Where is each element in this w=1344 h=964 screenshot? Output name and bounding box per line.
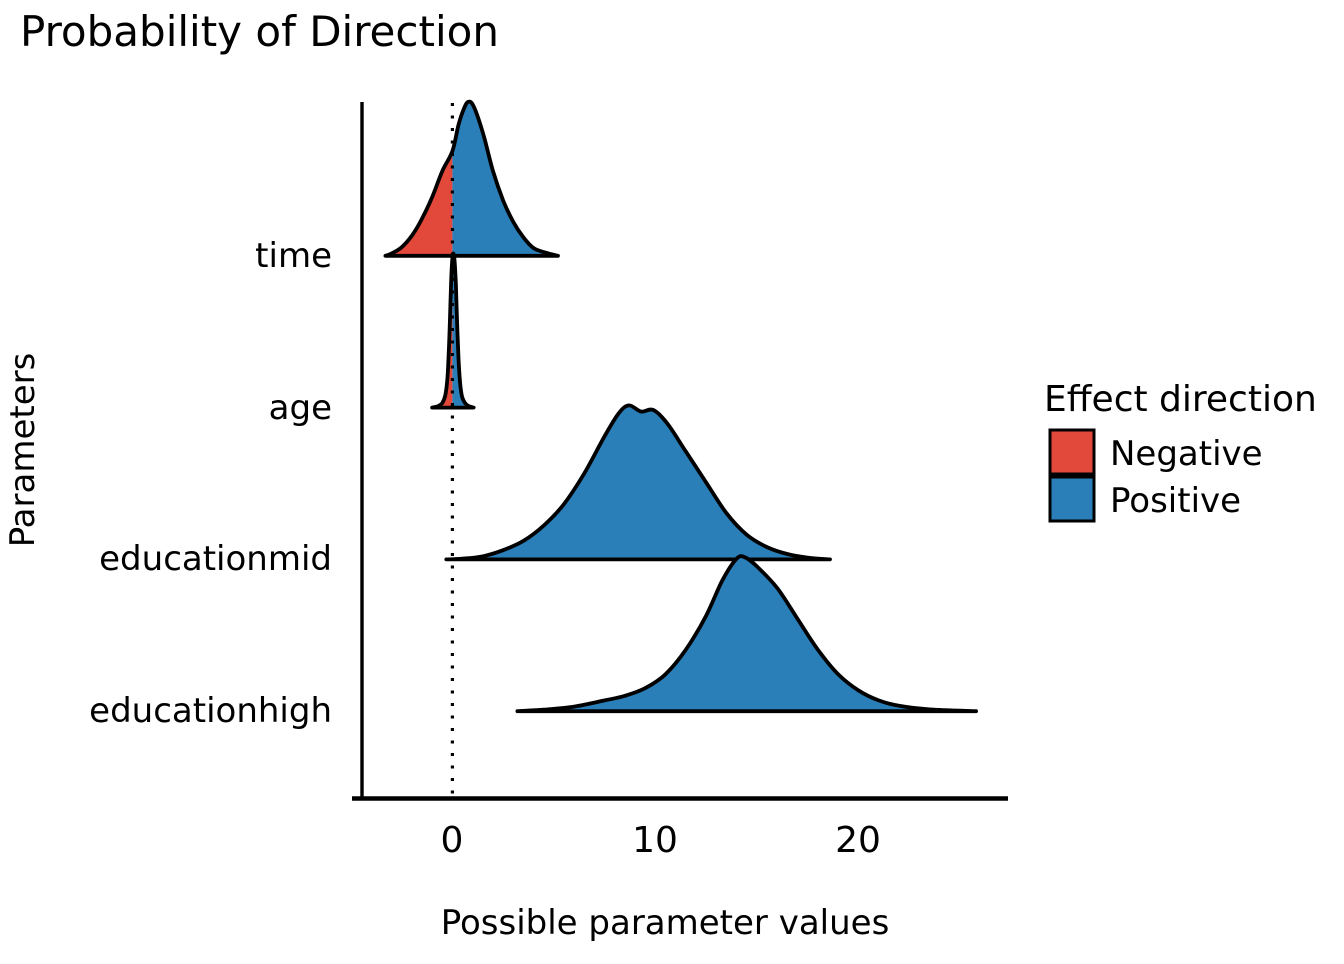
- y-category-label-educationmid: educationmid: [99, 539, 332, 579]
- density-outline-time: [383, 99, 560, 258]
- y-category-label-educationhigh: educationhigh: [89, 691, 332, 731]
- positive-area-educationmid: [452, 405, 830, 560]
- legend-label-positive: Positive: [1110, 481, 1241, 521]
- legend-swatch-negative: [1048, 428, 1096, 476]
- negative-area-educationhigh: [0, 0, 452, 960]
- x-tick-label-20: 20: [835, 820, 881, 861]
- chart-title: Probability of Direction: [20, 7, 499, 56]
- legend: Effect direction Negative Positive: [1044, 379, 1317, 523]
- legend-swatch-positive: [1048, 475, 1096, 523]
- y-axis-title: Parameters: [3, 353, 43, 548]
- density-outline-educationmid: [444, 403, 832, 562]
- x-axis-title: Possible parameter values: [441, 903, 890, 943]
- x-tick-label-10: 10: [632, 820, 678, 861]
- negative-area-time: [385, 101, 453, 256]
- negative-area-age: [432, 253, 453, 408]
- density-outline-educationhigh: [515, 554, 978, 714]
- x-tick-label-0: 0: [441, 820, 464, 861]
- legend-title: Effect direction: [1044, 379, 1317, 420]
- legend-label-negative: Negative: [1110, 434, 1263, 474]
- y-category-label-age: age: [269, 388, 332, 428]
- y-category-label-time: time: [255, 236, 332, 276]
- negative-area-educationmid: [446, 405, 453, 560]
